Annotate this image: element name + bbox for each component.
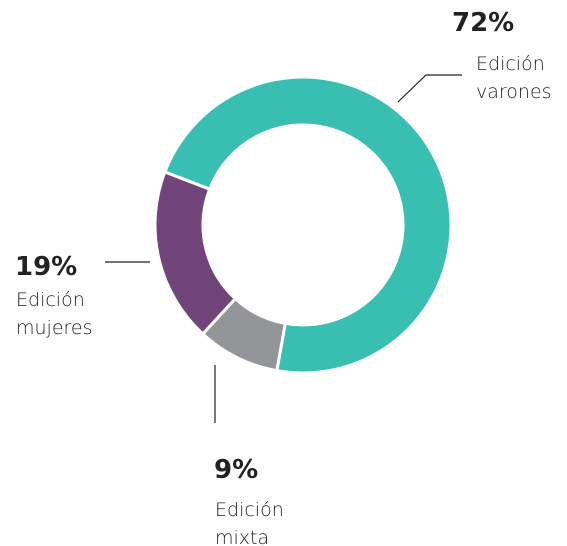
donut-segment (162, 75, 453, 375)
value-label: 9% (214, 455, 259, 485)
category-label: Edición varones (476, 53, 552, 103)
donut-segment (153, 170, 238, 337)
value-label: 19% (15, 252, 78, 282)
value-label: 72% (452, 8, 515, 38)
category-label: Edición mujeres (16, 289, 93, 339)
leader-line (397, 74, 462, 103)
category-label: Edición mixta (215, 499, 284, 546)
